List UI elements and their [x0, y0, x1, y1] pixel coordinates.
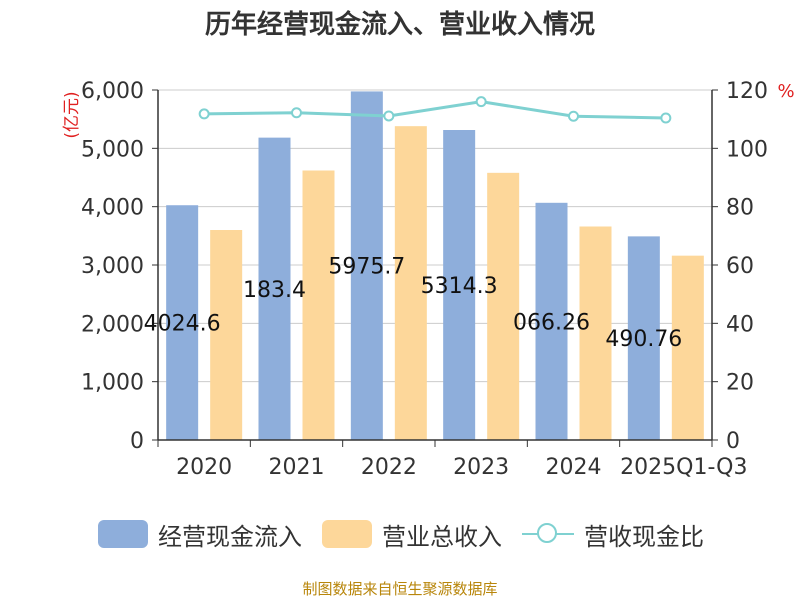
- y-right-tick-label: 0: [726, 429, 740, 454]
- y-left-tick-label: 4,000: [81, 196, 144, 221]
- bar-cash-inflow: [258, 137, 291, 440]
- legend-swatch-ratio: [522, 520, 574, 548]
- point-ratio: [475, 96, 487, 108]
- x-tick-label: 2023: [453, 455, 509, 480]
- x-tick-label: 2021: [269, 455, 325, 480]
- y-right-tick-label: 120: [726, 79, 768, 104]
- legend-swatch-revenue: [322, 520, 372, 548]
- y-right-tick-label: 60: [726, 254, 754, 279]
- y-left-tick-label: 3,000: [81, 254, 144, 279]
- legend-label-cash-inflow: 经营现金流入: [158, 522, 302, 551]
- point-ratio: [383, 110, 395, 122]
- bar-revenue: [487, 172, 520, 441]
- data-label-cash-inflow: 5314.3: [421, 274, 498, 299]
- data-label-cash-inflow: 4024.6: [144, 312, 221, 337]
- point-ratio: [660, 112, 672, 124]
- bar-revenue: [302, 170, 335, 440]
- y-left-unit-label: (亿元): [62, 91, 82, 138]
- bar-revenue: [210, 230, 243, 440]
- y-right-tick-label: 40: [726, 312, 754, 337]
- legend-label-ratio: 营收现金比: [584, 522, 704, 551]
- data-source-note: 制图数据来自恒生聚源数据库: [302, 580, 498, 598]
- bar-cash-inflow: [350, 91, 383, 440]
- y-left-tick-label: 6,000: [81, 79, 144, 104]
- x-tick-label: 2024: [546, 455, 602, 480]
- data-label-cash-inflow: 490.76: [605, 327, 682, 352]
- legend-swatch-cash-inflow: [98, 520, 148, 548]
- y-right-tick-label: 80: [726, 196, 754, 221]
- bar-cash-inflow: [535, 202, 568, 440]
- point-ratio: [568, 110, 579, 122]
- chart-legend: 经营现金流入 营业总收入 营收现金比: [0, 514, 800, 554]
- chart-title: 历年经营现金流入、营业收入情况: [204, 10, 595, 40]
- x-tick-label: 2025Q1-Q3: [620, 455, 747, 480]
- bar-cash-inflow: [443, 129, 476, 441]
- y-right-tick-label: 100: [726, 137, 768, 162]
- y-right-tick-label: 20: [726, 371, 754, 396]
- point-ratio: [198, 108, 210, 120]
- y-left-tick-label: 0: [130, 429, 144, 454]
- y-left-tick-label: 1,000: [81, 371, 144, 396]
- bar-revenue: [671, 255, 704, 440]
- point-ratio: [291, 107, 302, 119]
- data-label-cash-inflow: 183.4: [243, 278, 306, 303]
- legend-item-cash-inflow[interactable]: 经营现金流入: [98, 514, 302, 554]
- bar-revenue: [394, 126, 427, 441]
- y-left-tick-label: 5,000: [81, 137, 144, 162]
- legend-item-ratio[interactable]: 营收现金比: [522, 514, 704, 554]
- x-tick-label: 2022: [361, 455, 417, 480]
- bar-cash-inflow: [166, 205, 199, 440]
- data-label-cash-inflow: 066.26: [513, 310, 590, 335]
- data-label-cash-inflow: 5975.7: [328, 255, 405, 280]
- y-left-tick-label: 2,000: [81, 312, 144, 337]
- legend-label-revenue: 营业总收入: [382, 522, 502, 551]
- y-right-unit-label: %: [777, 81, 794, 102]
- x-tick-label: 2020: [176, 455, 232, 480]
- bar-cash-inflow: [627, 236, 660, 440]
- line-ratio: [204, 100, 666, 120]
- bar-revenue: [579, 226, 612, 440]
- legend-item-revenue[interactable]: 营业总收入: [322, 514, 502, 554]
